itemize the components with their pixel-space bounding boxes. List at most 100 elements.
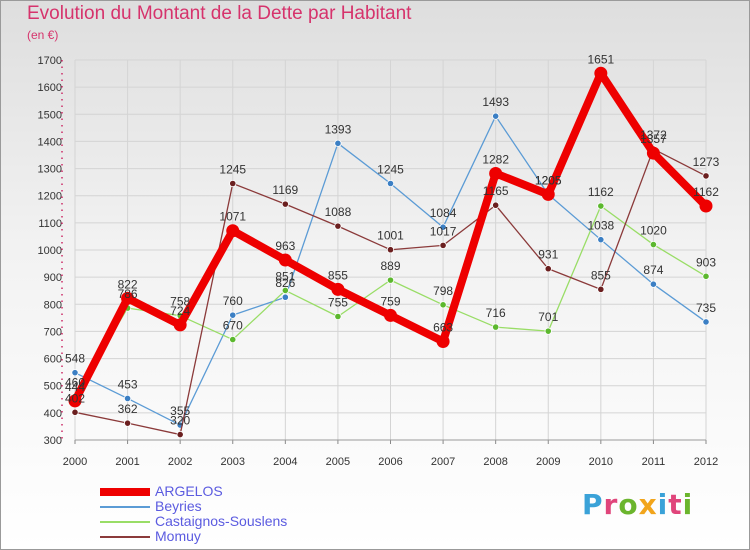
data-point-beyries (597, 236, 605, 244)
data-point-argelos (226, 224, 240, 238)
data-label-castaignos-souslens: 716 (486, 306, 506, 320)
data-point-castaignos-souslens (281, 286, 289, 295)
legend-label: ARGELOS (155, 483, 223, 499)
data-label-argelos: 855 (328, 268, 348, 282)
y-tick-label: 500 (44, 381, 62, 393)
x-tick-label: 2009 (536, 456, 560, 468)
data-point-momuy (176, 430, 184, 439)
data-label-castaignos-souslens: 786 (118, 287, 138, 301)
chart-subtitle: (en €) (27, 28, 59, 42)
data-point-castaignos-souslens (702, 272, 710, 280)
y-tick-label: 700 (44, 326, 62, 338)
legend-swatch (100, 536, 150, 538)
data-point-argelos (121, 291, 135, 305)
data-label-beyries: 1245 (377, 163, 404, 177)
x-tick-label: 2005 (326, 456, 350, 468)
data-point-momuy (544, 265, 552, 273)
data-label-argelos: 963 (275, 239, 295, 253)
data-label-argelos: 724 (170, 304, 190, 318)
data-label-castaignos-souslens: 670 (223, 319, 243, 333)
data-label-castaignos-souslens: 851 (275, 269, 295, 283)
data-label-beyries: 1493 (482, 95, 509, 109)
data-label-momuy: 1372 (640, 128, 667, 142)
data-label-argelos: 1162 (693, 185, 719, 199)
data-label-castaignos-souslens: 1020 (640, 224, 667, 238)
data-label-beyries: 735 (696, 301, 716, 315)
data-point-castaignos-souslens (439, 301, 447, 309)
data-point-momuy (597, 285, 605, 293)
y-tick-label: 900 (44, 272, 62, 284)
data-point-castaignos-souslens (649, 240, 658, 249)
data-point-beyries (229, 311, 237, 319)
logo-letter: i (657, 488, 669, 521)
data-label-momuy: 1088 (325, 205, 352, 219)
data-label-castaignos-souslens: 758 (170, 295, 190, 309)
x-tick-label: 2010 (589, 456, 613, 468)
y-tick-label: 300 (44, 435, 62, 447)
data-label-argelos: 822 (118, 277, 138, 291)
data-label-argelos: 444 (65, 380, 85, 394)
data-point-beyries (123, 394, 132, 403)
y-tick-label: 1500 (38, 109, 62, 121)
data-point-argelos (699, 199, 713, 213)
x-tick-label: 2003 (221, 456, 245, 468)
legend-swatch (100, 488, 150, 496)
data-label-beyries: 355 (170, 404, 190, 418)
y-tick-label: 800 (44, 299, 62, 311)
data-point-momuy (334, 222, 342, 230)
x-tick-label: 2002 (168, 456, 192, 468)
y-tick-label: 1200 (38, 191, 62, 203)
data-point-castaignos-souslens (386, 276, 395, 284)
data-point-argelos (489, 166, 503, 180)
data-label-beyries: 760 (223, 294, 243, 308)
data-point-castaignos-souslens (597, 202, 605, 210)
data-label-castaignos-souslens: 798 (433, 284, 453, 298)
data-point-momuy (281, 200, 289, 208)
data-label-argelos: 1071 (219, 210, 246, 224)
legend-label: Castaignos-Souslens (155, 513, 288, 529)
data-point-momuy (386, 246, 395, 254)
data-point-beyries (71, 369, 79, 377)
y-tick-label: 1300 (38, 164, 62, 176)
data-label-argelos: 759 (380, 294, 400, 308)
logo-letter: i (682, 488, 694, 521)
data-label-castaignos-souslens: 755 (328, 296, 348, 310)
data-label-momuy: 1001 (377, 229, 404, 243)
x-tick-label: 2000 (63, 456, 87, 468)
data-label-castaignos-souslens: 701 (538, 310, 558, 324)
data-label-argelos: 1651 (587, 52, 614, 66)
data-label-argelos: 1357 (640, 132, 667, 146)
data-label-momuy: 855 (591, 268, 611, 282)
y-tick-label: 1000 (38, 245, 62, 257)
logo-letter: r (603, 488, 619, 521)
data-point-castaignos-souslens (544, 327, 552, 335)
x-tick-label: 2011 (642, 456, 666, 468)
legend-label: Momuy (155, 528, 201, 544)
data-point-argelos (173, 318, 187, 332)
data-point-beyries (492, 112, 500, 120)
data-point-argelos (646, 146, 660, 160)
data-label-beyries: 548 (65, 352, 85, 366)
y-tick-label: 1100 (38, 218, 62, 230)
data-label-momuy: 320 (170, 414, 190, 428)
legend-swatch (100, 521, 150, 523)
data-point-momuy (123, 419, 132, 427)
data-point-beyries (649, 280, 658, 288)
data-label-castaignos-souslens: 903 (696, 255, 716, 269)
data-point-beyries (702, 318, 710, 326)
data-label-momuy: 1245 (219, 163, 246, 177)
x-tick-label: 2012 (694, 456, 718, 468)
data-point-argelos (331, 282, 345, 296)
data-label-argelos: 1282 (482, 152, 509, 166)
x-tick-label: 2007 (431, 456, 455, 468)
data-label-momuy: 362 (118, 402, 138, 416)
data-label-castaignos-souslens: 1162 (588, 185, 614, 199)
logo-letter: x (638, 488, 658, 521)
data-point-beyries (439, 223, 447, 231)
data-label-beyries: 874 (643, 263, 663, 277)
data-point-argelos (384, 308, 397, 322)
data-label-beyries: 1393 (325, 122, 352, 136)
data-label-argelos: 663 (433, 320, 453, 334)
data-label-beyries: 1205 (535, 173, 562, 187)
